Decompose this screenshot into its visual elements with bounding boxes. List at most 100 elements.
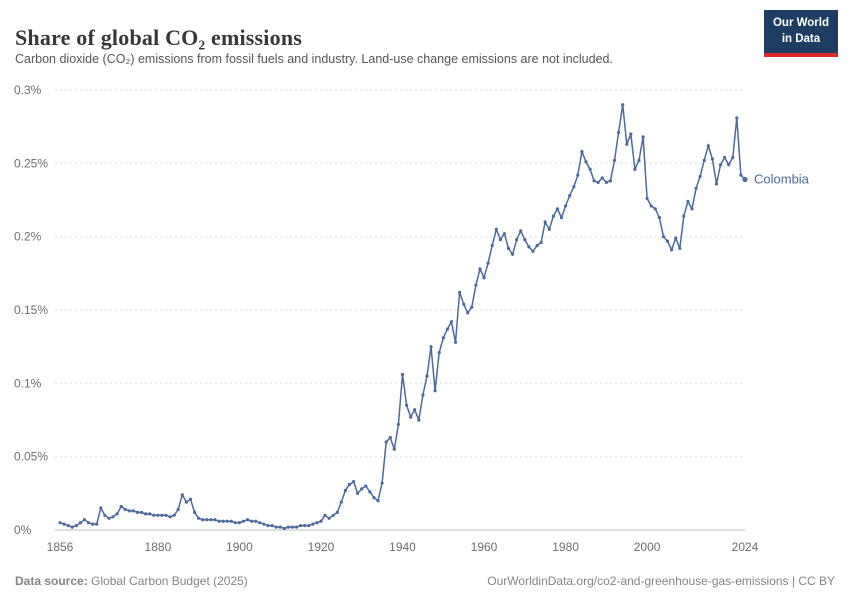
data-point[interactable]	[164, 513, 168, 517]
data-point[interactable]	[299, 524, 303, 528]
data-point[interactable]	[474, 283, 478, 287]
data-point[interactable]	[111, 515, 115, 519]
data-point[interactable]	[478, 267, 482, 271]
data-point[interactable]	[225, 519, 229, 523]
data-point[interactable]	[82, 518, 87, 522]
data-point[interactable]	[103, 513, 107, 517]
data-point[interactable]	[437, 350, 441, 355]
data-point[interactable]	[372, 496, 376, 500]
data-point[interactable]	[661, 235, 666, 239]
data-point[interactable]	[462, 302, 466, 306]
data-point[interactable]	[74, 524, 78, 528]
data-point[interactable]	[99, 506, 103, 510]
data-point[interactable]	[686, 199, 690, 204]
data-point[interactable]	[559, 216, 564, 220]
data-point[interactable]	[127, 509, 131, 513]
data-point[interactable]	[343, 488, 347, 492]
data-point[interactable]	[303, 524, 307, 528]
data-point[interactable]	[694, 186, 698, 190]
data-point[interactable]	[706, 144, 710, 148]
data-point[interactable]	[184, 500, 188, 504]
data-point[interactable]	[294, 525, 299, 529]
data-point[interactable]	[714, 182, 719, 186]
data-point[interactable]	[702, 158, 706, 162]
data-point[interactable]	[405, 403, 409, 407]
data-point[interactable]	[531, 249, 535, 253]
data-point[interactable]	[237, 521, 241, 525]
data-point[interactable]	[727, 163, 731, 167]
data-point[interactable]	[327, 516, 331, 520]
data-point[interactable]	[168, 515, 172, 519]
data-point[interactable]	[319, 519, 323, 523]
data-point[interactable]	[233, 521, 237, 525]
data-point[interactable]	[307, 524, 311, 528]
data-point[interactable]	[515, 238, 519, 242]
data-point[interactable]	[731, 155, 735, 160]
data-point[interactable]	[625, 142, 629, 146]
data-point[interactable]	[568, 194, 572, 198]
data-point[interactable]	[95, 522, 99, 526]
owid-url-link[interactable]: OurWorldinData.org/co2-and-greenhouse-ga…	[487, 574, 835, 588]
data-point[interactable]	[657, 216, 662, 220]
data-point[interactable]	[323, 513, 327, 517]
data-point[interactable]	[421, 393, 425, 397]
data-point[interactable]	[576, 173, 580, 177]
data-point[interactable]	[551, 214, 556, 218]
data-point[interactable]	[470, 305, 474, 309]
data-point[interactable]	[115, 512, 119, 516]
data-point[interactable]	[380, 481, 384, 485]
data-point[interactable]	[241, 519, 246, 523]
data-point[interactable]	[384, 440, 388, 444]
data-point[interactable]	[62, 522, 66, 526]
data-point[interactable]	[270, 524, 274, 528]
data-point[interactable]	[360, 487, 364, 491]
data-point[interactable]	[339, 500, 343, 504]
data-point[interactable]	[217, 519, 221, 523]
data-point[interactable]	[690, 207, 694, 211]
data-point[interactable]	[588, 167, 592, 171]
data-point[interactable]	[519, 229, 523, 233]
data-point[interactable]	[229, 519, 233, 523]
data-point[interactable]	[139, 510, 144, 514]
data-point[interactable]	[441, 336, 445, 340]
data-point[interactable]	[718, 163, 723, 167]
data-point[interactable]	[678, 246, 682, 250]
data-point[interactable]	[197, 516, 201, 520]
data-point[interactable]	[201, 518, 205, 522]
data-point[interactable]	[347, 482, 352, 487]
data-point[interactable]	[156, 513, 160, 517]
data-point[interactable]	[254, 519, 258, 523]
data-point[interactable]	[445, 327, 449, 331]
data-point[interactable]	[510, 252, 515, 256]
data-point[interactable]	[274, 525, 278, 529]
data-point[interactable]	[246, 518, 250, 522]
series-end-point[interactable]	[742, 176, 748, 183]
data-point[interactable]	[645, 196, 649, 201]
data-point[interactable]	[629, 132, 633, 136]
data-point[interactable]	[368, 490, 372, 494]
data-point[interactable]	[494, 227, 498, 231]
data-point[interactable]	[180, 493, 184, 497]
data-point[interactable]	[144, 512, 148, 516]
data-point[interactable]	[86, 521, 91, 525]
data-point[interactable]	[612, 158, 617, 162]
data-point[interactable]	[502, 232, 506, 236]
data-point[interactable]	[91, 522, 95, 526]
data-point[interactable]	[70, 525, 74, 529]
data-point[interactable]	[148, 512, 152, 516]
data-point[interactable]	[458, 290, 462, 294]
data-point[interactable]	[396, 422, 400, 426]
data-point[interactable]	[735, 116, 739, 120]
data-point[interactable]	[564, 204, 568, 208]
data-point[interactable]	[429, 345, 433, 349]
data-point[interactable]	[453, 340, 458, 344]
data-point[interactable]	[119, 504, 123, 509]
data-point[interactable]	[107, 516, 111, 520]
data-point[interactable]	[193, 510, 197, 514]
data-point[interactable]	[331, 513, 335, 517]
data-point[interactable]	[617, 130, 621, 135]
data-point[interactable]	[600, 176, 604, 180]
data-point[interactable]	[739, 173, 743, 177]
line-chart[interactable]: 0% 0.05% 0.1% 0.15% 0.2% 0.25% 0.3% 1856 1880 190…	[0, 78, 850, 560]
data-point[interactable]	[176, 507, 180, 512]
